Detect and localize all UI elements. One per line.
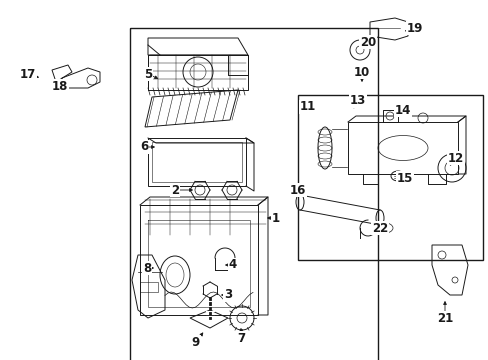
Text: 22: 22	[371, 221, 387, 234]
Text: 11: 11	[299, 100, 315, 113]
Text: 20: 20	[359, 36, 375, 49]
Text: 4: 4	[228, 258, 237, 271]
Bar	[140, 205, 258, 315]
Text: 10: 10	[353, 66, 369, 78]
Text: 13: 13	[349, 94, 366, 108]
Bar	[140, 282, 158, 292]
Text: 6: 6	[140, 140, 148, 153]
Bar	[152, 142, 242, 182]
Bar	[347, 122, 457, 174]
Text: 12: 12	[447, 152, 463, 165]
Bar	[297, 95, 482, 260]
Text: 16: 16	[289, 184, 305, 197]
Text: 3: 3	[224, 288, 232, 302]
Text: 21: 21	[436, 311, 452, 324]
Text: 8: 8	[142, 261, 151, 274]
Text: 19: 19	[406, 22, 422, 35]
Text: 14: 14	[394, 104, 410, 117]
Text: 18: 18	[52, 80, 68, 93]
Text: 7: 7	[237, 332, 244, 345]
Bar	[148, 138, 245, 186]
Text: 5: 5	[143, 68, 152, 81]
Text: 1: 1	[271, 211, 280, 225]
Text: 15: 15	[396, 171, 412, 184]
Text: 17: 17	[20, 68, 36, 81]
Text: 2: 2	[171, 184, 179, 197]
Bar	[130, 28, 377, 360]
Text: 9: 9	[191, 336, 200, 348]
